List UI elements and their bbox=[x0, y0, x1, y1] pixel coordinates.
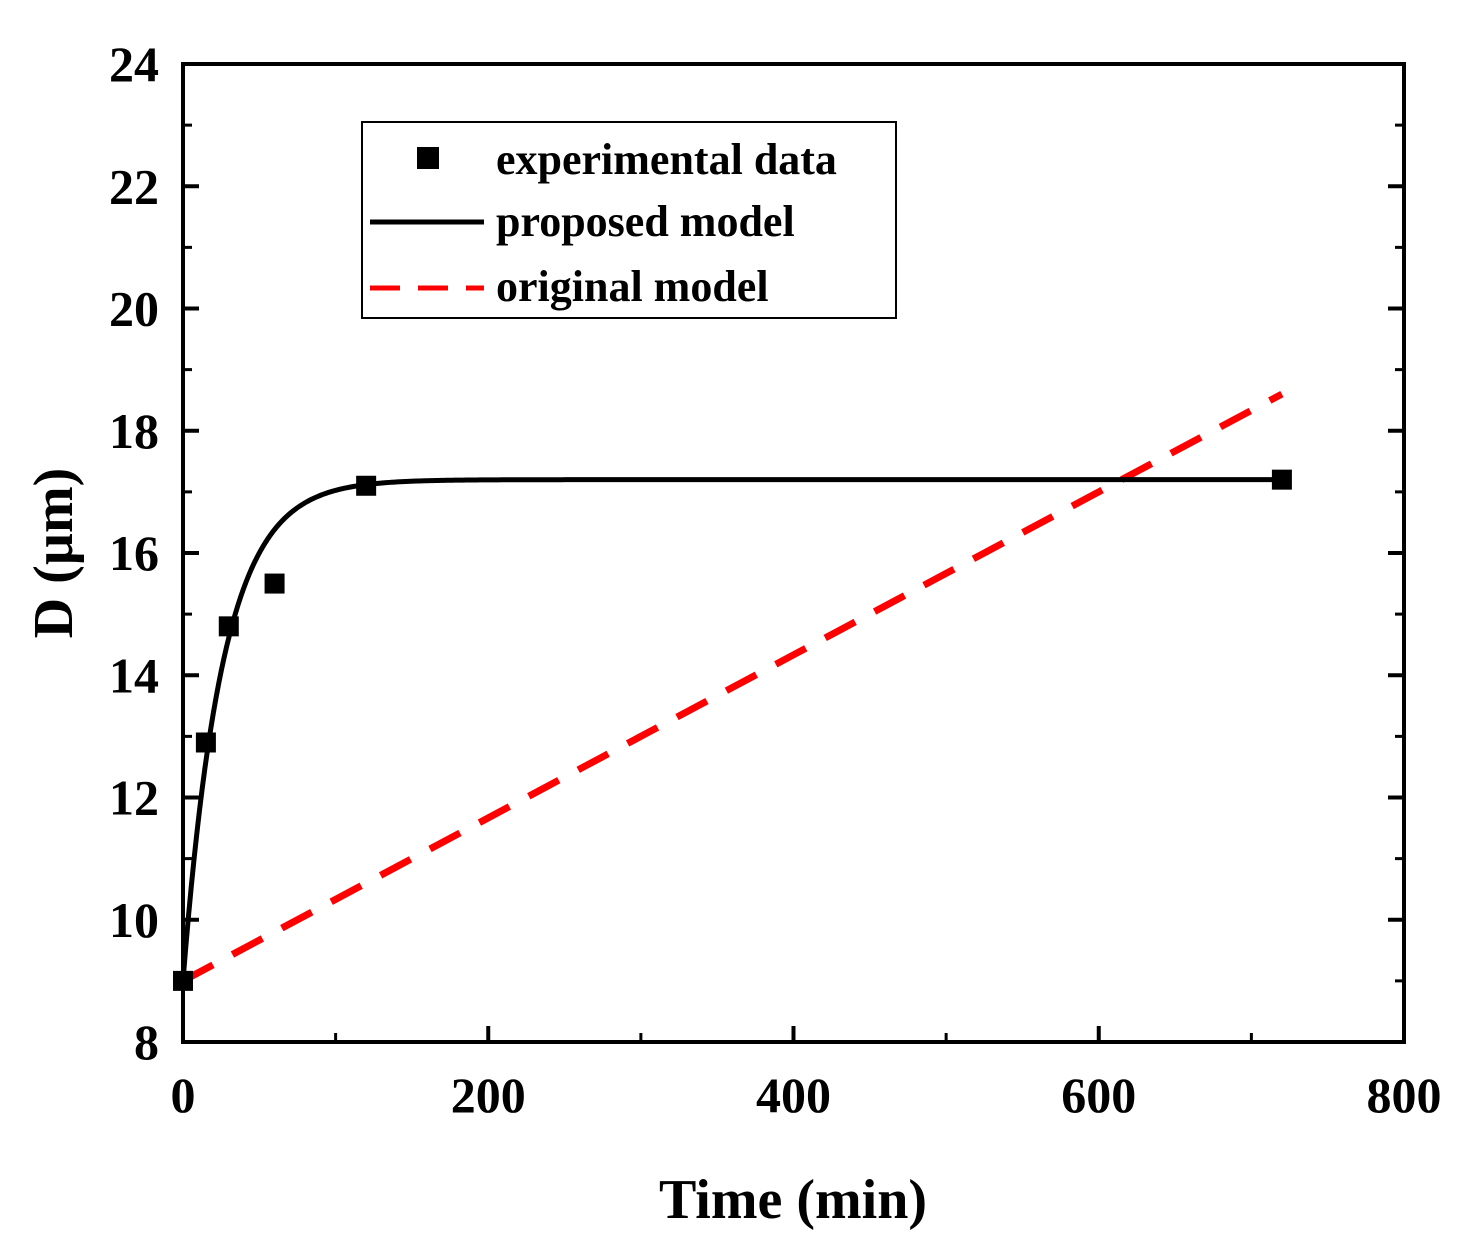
experimental-data-point bbox=[218, 616, 239, 637]
y-tick-label: 18 bbox=[109, 403, 159, 459]
y-ticks: 8 10 12 14 16 18 20 22 24 bbox=[109, 36, 1404, 1070]
series-layer bbox=[173, 390, 1292, 991]
x-tick-label: 600 bbox=[1061, 1067, 1136, 1123]
plot-frame bbox=[181, 62, 1406, 1044]
proposed-model-line bbox=[180, 477, 1282, 982]
original-model-line bbox=[181, 390, 1284, 984]
y-tick-label: 24 bbox=[109, 36, 159, 92]
legend-label-experimental: experimental data bbox=[496, 135, 837, 184]
y-tick-label: 12 bbox=[109, 770, 159, 826]
y-tick-label: 22 bbox=[109, 158, 159, 214]
y-tick-label: 8 bbox=[134, 1014, 159, 1070]
y-tick-label: 20 bbox=[109, 281, 159, 337]
x-tick-label: 400 bbox=[756, 1067, 831, 1123]
x-tick-label: 800 bbox=[1367, 1067, 1442, 1123]
legend-label-original: original model bbox=[496, 262, 769, 311]
y-tick-label: 14 bbox=[109, 647, 159, 703]
x-axis-label: Time (min) bbox=[659, 1169, 927, 1231]
legend-marker-experimental bbox=[417, 147, 439, 169]
x-ticks: 0 200 400 600 800 bbox=[171, 1026, 1442, 1123]
y-axis-label: D (µm) bbox=[23, 468, 85, 639]
x-tick-label: 200 bbox=[451, 1067, 526, 1123]
legend: experimental data proposed model origina… bbox=[361, 121, 897, 319]
experimental-data-point bbox=[264, 573, 285, 594]
legend-label-proposed: proposed model bbox=[496, 197, 795, 246]
experimental-data-point bbox=[356, 475, 377, 496]
experimental-data-point bbox=[195, 732, 216, 753]
y-tick-label: 10 bbox=[109, 892, 159, 948]
y-tick-label: 16 bbox=[109, 525, 159, 581]
experimental-data-point bbox=[1271, 469, 1292, 490]
x-tick-label: 0 bbox=[171, 1067, 196, 1123]
